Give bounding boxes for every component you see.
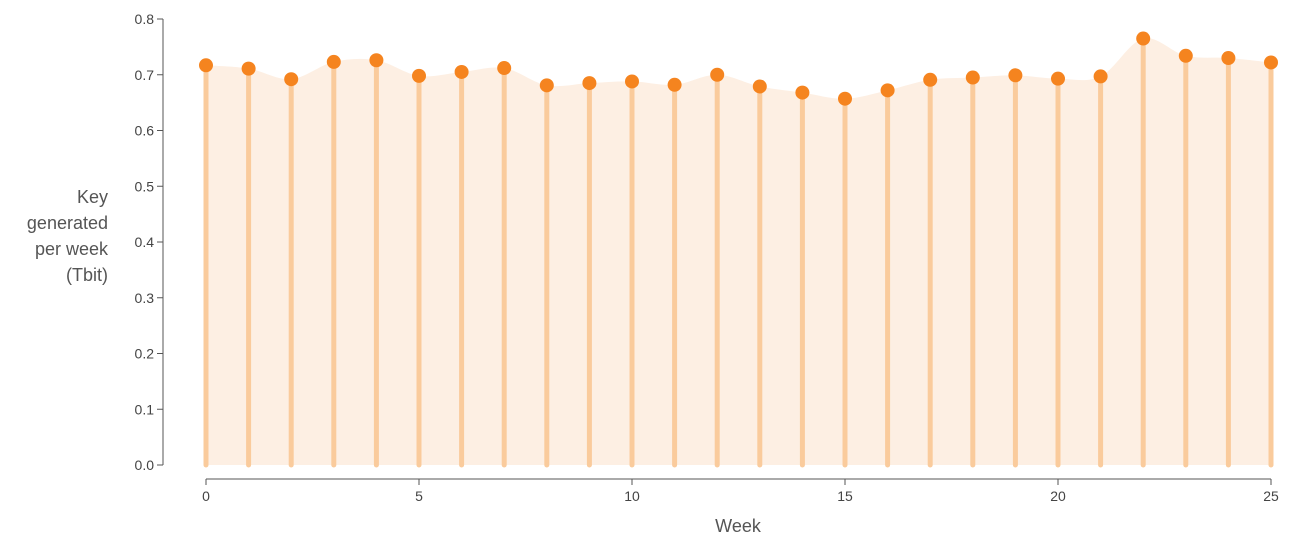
data-point — [199, 58, 213, 73]
y-axis-title-line-3: per week — [35, 239, 109, 259]
x-tick-label: 10 — [624, 488, 640, 504]
data-point — [1051, 71, 1065, 86]
data-point — [710, 67, 725, 82]
data-point — [667, 77, 682, 92]
y-tick-label: 0.3 — [135, 290, 155, 306]
y-tick-label: 0.1 — [135, 401, 155, 417]
data-point — [923, 72, 938, 87]
data-point — [539, 78, 554, 93]
y-tick-label: 0.2 — [135, 346, 155, 362]
data-point — [1264, 55, 1278, 70]
x-tick-label: 25 — [1263, 488, 1279, 504]
x-tick-label: 0 — [202, 488, 210, 504]
data-point — [1136, 31, 1151, 46]
data-point — [838, 91, 852, 106]
area-layer — [206, 38, 1271, 465]
data-point — [1008, 68, 1023, 83]
stem-layer — [203, 36, 1274, 468]
y-tick-label: 0.0 — [135, 457, 155, 473]
x-axis-title: Week — [715, 516, 762, 536]
data-point — [582, 76, 597, 91]
data-point — [1093, 69, 1108, 84]
data-point — [241, 61, 256, 76]
y-tick-label: 0.7 — [135, 67, 155, 83]
data-point — [1178, 48, 1193, 63]
data-point — [752, 79, 767, 94]
y-axis-title-line-4: (Tbit) — [66, 265, 108, 285]
y-axis-title-line-1: Key — [77, 187, 108, 207]
series-area — [206, 38, 1271, 465]
data-point — [284, 72, 299, 87]
marker-layer — [199, 31, 1278, 106]
y-tick-label: 0.4 — [135, 234, 155, 250]
data-point — [326, 54, 341, 69]
data-point — [965, 70, 980, 85]
y-tick-label: 0.8 — [135, 11, 155, 27]
y-axis-title-line-2: generated — [27, 213, 108, 233]
data-point — [454, 64, 469, 79]
x-tick-label: 5 — [415, 488, 423, 504]
y-tick-label: 0.6 — [135, 123, 155, 139]
data-point — [1221, 51, 1236, 66]
x-tick-label: 20 — [1050, 488, 1066, 504]
data-point — [412, 68, 426, 83]
data-point — [625, 74, 639, 89]
data-point — [795, 85, 810, 100]
data-point — [880, 83, 895, 98]
data-point — [497, 61, 512, 76]
data-point — [369, 53, 384, 68]
y-tick-label: 0.5 — [135, 178, 155, 194]
axes-layer: 0.0 0.1 0.2 0.3 0.4 0.5 0.6 0.7 0.8 0 5 10 15 20 25 — [135, 11, 1279, 504]
x-tick-label: 15 — [837, 488, 853, 504]
